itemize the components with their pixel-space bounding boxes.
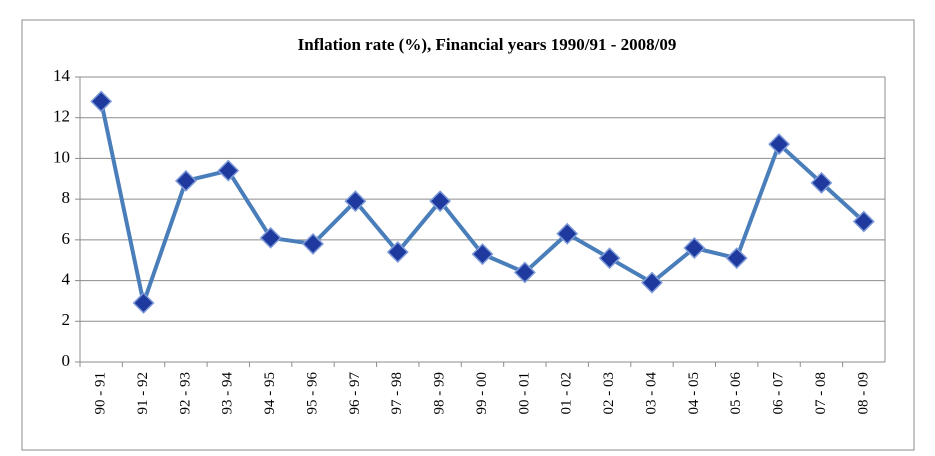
y-tick-label: 0 [62,351,71,370]
marker [513,261,536,284]
x-tick-label: 06 - 07 [771,372,787,415]
x-tick-label: 07 - 08 [813,372,829,415]
y-tick-label: 8 [62,188,71,207]
marker [852,210,875,233]
x-tick-label: 93 - 94 [220,372,236,415]
x-tick-label: 97 - 98 [389,372,405,415]
x-tick-label: 00 - 01 [516,372,532,415]
x-tick-label: 04 - 05 [686,372,702,415]
x-tick-label: 01 - 02 [559,372,575,415]
x-tick-label: 96 - 97 [347,372,363,415]
x-tick-label: 05 - 06 [728,372,744,415]
chart-title: Inflation rate (%), Financial years 1990… [298,35,677,54]
y-tick-label: 2 [62,310,71,329]
x-tick-label: 03 - 04 [643,372,659,415]
marker [725,247,748,270]
marker [810,171,833,194]
x-tick-label: 02 - 03 [601,372,617,415]
marker [641,271,663,294]
marker [132,292,155,314]
marker [174,169,197,192]
x-tick-label: 98 - 99 [432,372,448,415]
x-tick-label: 91 - 92 [135,372,151,415]
y-tick-label: 10 [53,147,70,166]
marker [429,190,452,213]
marker [768,133,791,156]
marker [259,226,282,249]
y-tick-label: 6 [62,229,71,248]
x-tick-label: 08 - 09 [855,372,871,415]
x-tick-label: 94 - 95 [262,372,278,415]
marker [683,237,706,259]
y-tick-label: 14 [53,66,71,85]
marker [598,247,621,270]
x-tick-label: 92 - 93 [177,372,193,415]
y-tick-label: 12 [53,107,70,126]
marker [90,90,113,113]
marker [471,243,494,266]
marker [386,241,409,264]
x-tick-label: 99 - 00 [474,372,490,415]
marker [217,159,240,182]
marker [556,222,579,245]
x-tick-label: 90 - 91 [93,372,109,415]
marker [344,190,367,213]
marker [302,232,324,255]
y-tick-label: 4 [62,269,71,288]
x-tick-label: 95 - 96 [304,372,320,415]
